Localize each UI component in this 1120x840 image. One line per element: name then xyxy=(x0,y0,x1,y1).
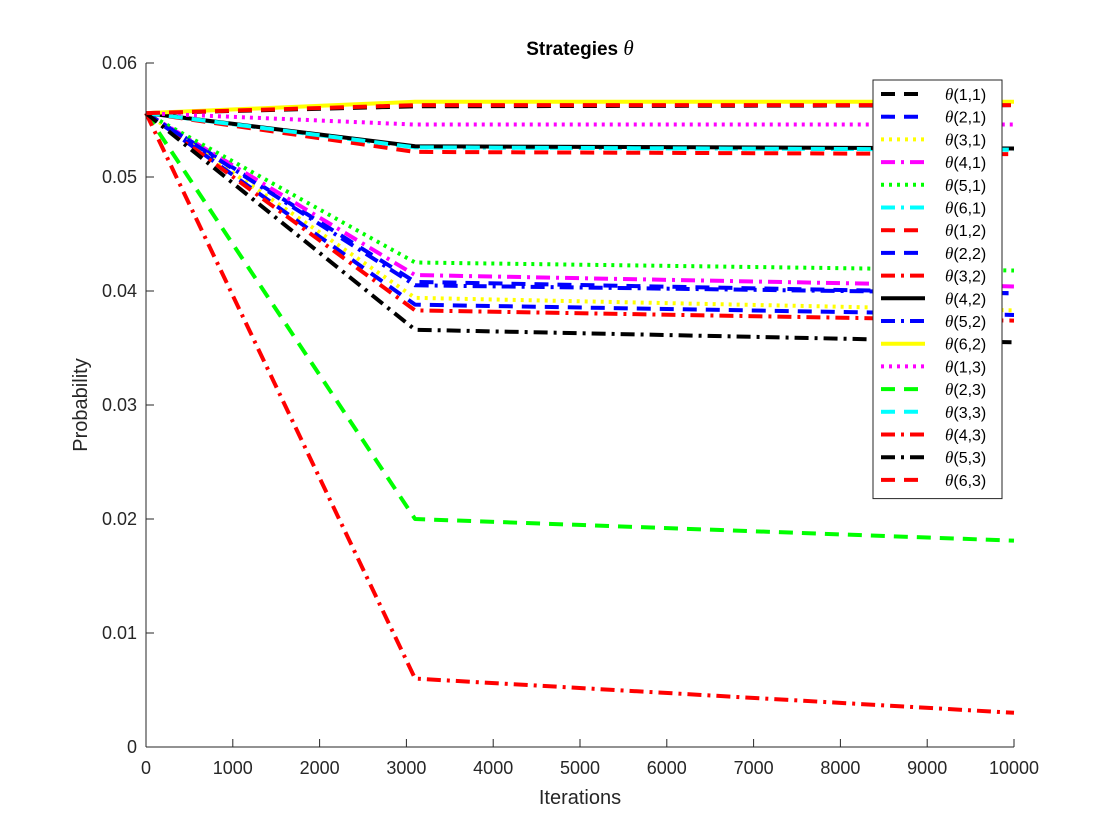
series-line-10 xyxy=(144,111,1015,296)
legend: θ(1,1) θ(2,1) θ(3,1) θ(4,1) θ(5,1) θ(6,1) θ(1,… xyxy=(872,79,1003,500)
series-line-13 xyxy=(144,112,1015,543)
chart-title: Strategies θ xyxy=(526,36,633,60)
legend-label: θ(1,3) xyxy=(945,357,986,376)
legend-label: θ(1,1) xyxy=(945,85,986,104)
series-line-8 xyxy=(144,111,1015,323)
y-tick-label: 0.05 xyxy=(102,167,137,187)
legend-label: θ(3,1) xyxy=(945,130,986,149)
legend-label: θ(6,3) xyxy=(945,471,986,490)
legend-label: θ(6,1) xyxy=(945,199,986,218)
x-tick-label: 6000 xyxy=(647,758,687,778)
x-tick-label: 7000 xyxy=(734,758,774,778)
legend-label: θ(4,2) xyxy=(945,289,986,308)
x-tick-label: 5000 xyxy=(560,758,600,778)
x-tick-label: 4000 xyxy=(473,758,513,778)
legend-label: θ(2,2) xyxy=(945,244,986,263)
x-tick-label: 1000 xyxy=(213,758,253,778)
legend-label: θ(4,1) xyxy=(945,153,986,172)
ticks: 0 1000 2000 3000 4000 5000 6000 7000 8000 9000 100… xyxy=(102,53,1039,778)
legend-label: θ(5,1) xyxy=(945,176,986,195)
legend-label: θ(2,1) xyxy=(945,108,986,127)
y-axis-label: Probability xyxy=(70,358,92,451)
series-line-7 xyxy=(144,111,1015,317)
legend-label: θ(5,3) xyxy=(945,448,986,467)
x-tick-label: 2000 xyxy=(300,758,340,778)
x-axis-label: Iterations xyxy=(539,787,621,809)
y-tick-label: 0.06 xyxy=(102,53,137,73)
y-tick-label: 0.03 xyxy=(102,395,137,415)
legend-label: θ(4,3) xyxy=(945,426,986,445)
x-tick-label: 9000 xyxy=(907,758,947,778)
x-tick-label: 0 xyxy=(141,758,151,778)
y-tick-label: 0 xyxy=(127,737,137,757)
legend-label: θ(6,2) xyxy=(945,335,986,354)
legend-label: θ(1,2) xyxy=(945,221,986,240)
series-line-15 xyxy=(144,112,1015,715)
series-line-12 xyxy=(145,111,1014,127)
legend-label: θ(5,2) xyxy=(945,312,986,331)
y-tick-label: 0.02 xyxy=(102,509,137,529)
series-line-6 xyxy=(145,111,1015,157)
y-tick-label: 0.01 xyxy=(102,623,137,643)
x-tick-label: 10000 xyxy=(989,758,1039,778)
legend-label: θ(3,2) xyxy=(945,267,986,286)
x-tick-label: 3000 xyxy=(386,758,426,778)
series-line-14 xyxy=(145,111,1015,152)
series-line-17 xyxy=(145,103,1014,116)
legend-label: θ(2,3) xyxy=(945,380,986,399)
y-tick-label: 0.04 xyxy=(102,281,137,301)
legend-label: θ(3,3) xyxy=(945,403,986,422)
plot-area xyxy=(144,99,1015,715)
legend-box xyxy=(872,79,1003,500)
x-tick-label: 8000 xyxy=(820,758,860,778)
series-line-11 xyxy=(145,99,1014,116)
